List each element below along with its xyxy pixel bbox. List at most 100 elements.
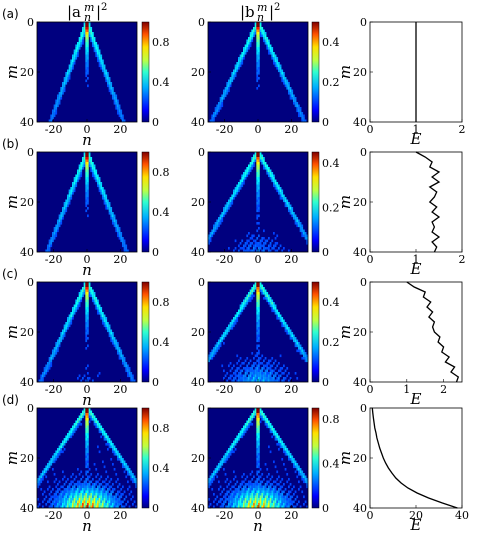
x-tick-label: -20 <box>45 123 63 136</box>
heatmap-cell <box>125 468 128 471</box>
heatmap-cell <box>258 202 260 205</box>
heatmap-cell <box>214 114 217 118</box>
heatmap-cell <box>97 445 99 449</box>
heatmap-cell <box>266 490 269 494</box>
heatmap-cell <box>251 372 254 375</box>
heatmap-cell <box>249 242 252 245</box>
heatmap-cell <box>57 227 59 230</box>
y-tick-label: 20 <box>191 326 205 339</box>
heatmap-cell <box>259 503 262 506</box>
heatmap-cell <box>263 478 265 481</box>
heatmap-cell <box>281 503 284 506</box>
heatmap-cell <box>256 302 259 305</box>
heatmap-cell <box>57 339 59 343</box>
heatmap-cell <box>50 119 53 123</box>
heatmap-cell <box>231 493 234 496</box>
heatmap-cell <box>219 222 222 225</box>
heatmap-cell <box>77 425 79 429</box>
heatmap-cell <box>128 473 131 476</box>
heatmap-cell <box>115 229 118 233</box>
heatmap-cell <box>236 312 239 315</box>
heatmap-cell <box>304 480 307 484</box>
heatmap-cell <box>273 498 275 501</box>
heatmap-cell <box>279 503 282 506</box>
heatmap-cell <box>256 493 259 496</box>
heatmap-cell <box>256 369 259 373</box>
heatmap-cell <box>87 64 89 68</box>
heatmap-cell <box>233 377 235 380</box>
heatmap-cell <box>87 67 89 70</box>
heatmap-cell <box>85 169 88 173</box>
heatmap-cell <box>102 433 104 436</box>
heatmap-cell <box>298 465 300 469</box>
heatmap-cell <box>226 453 229 456</box>
heatmap-cell <box>246 425 249 429</box>
heatmap-cell <box>256 379 259 383</box>
heatmap-cell <box>112 498 114 501</box>
heatmap-cell <box>256 339 259 343</box>
heatmap-cell <box>239 433 242 436</box>
heatmap-cell <box>279 443 282 446</box>
heatmap-cell <box>43 470 46 474</box>
heatmap-cell <box>281 379 284 383</box>
heatmap-cell <box>214 347 217 350</box>
heatmap-cell <box>256 282 259 285</box>
heatmap-cell <box>266 169 269 173</box>
colorbar-tick-label: 0.4 <box>322 157 340 170</box>
heatmap-cell <box>95 52 98 55</box>
heatmap-cell <box>224 458 227 461</box>
heatmap-cell <box>53 493 56 496</box>
heatmap-cell <box>107 202 109 205</box>
heatmap-cell <box>254 374 257 378</box>
heatmap-cell <box>273 430 275 434</box>
heatmap-cell <box>274 485 277 489</box>
heatmap-cell <box>258 284 260 288</box>
heatmap-cell <box>100 312 103 315</box>
heatmap-cell <box>268 52 270 55</box>
heatmap-cell <box>115 102 118 105</box>
heatmap-cell <box>233 498 235 501</box>
heatmap-cell <box>107 490 109 494</box>
heatmap-cell <box>268 247 270 250</box>
heatmap-cell <box>53 109 56 113</box>
heatmap-cell <box>87 453 89 456</box>
heatmap-cell <box>273 62 275 65</box>
heatmap-cell <box>244 359 247 363</box>
heatmap-cell <box>279 72 282 75</box>
heatmap-cell <box>123 359 126 363</box>
heatmap-cell <box>271 505 274 509</box>
heatmap-cell <box>58 505 61 509</box>
heatmap-cell <box>53 104 56 108</box>
heatmap-cell <box>85 423 88 426</box>
heatmap-cell <box>218 488 220 491</box>
x-tick-label: 2 <box>459 123 466 136</box>
heatmap-cell <box>112 443 114 446</box>
heatmap-cell <box>97 174 99 178</box>
heatmap-cell <box>253 490 255 494</box>
heatmap-cell <box>294 339 297 343</box>
heatmap-cell <box>256 309 259 313</box>
heatmap-cell <box>258 339 260 343</box>
heatmap-cell <box>93 490 96 494</box>
heatmap-cell <box>258 42 260 45</box>
heatmap-cell <box>258 448 260 451</box>
heatmap-cell <box>219 97 222 100</box>
heatmap-cell <box>273 505 275 509</box>
heatmap-cell <box>258 64 260 68</box>
heatmap-cell <box>258 242 260 245</box>
heatmap-cell <box>42 379 44 383</box>
heatmap-cell <box>244 377 247 380</box>
heatmap-cell <box>87 470 89 474</box>
heatmap-cell <box>105 478 108 481</box>
heatmap-cell <box>256 162 259 165</box>
heatmap-cell <box>289 204 292 208</box>
heatmap-cell <box>304 359 307 363</box>
heatmap-cell <box>97 374 99 378</box>
heatmap-cell <box>249 473 252 476</box>
heatmap-cell <box>228 495 230 499</box>
heatmap-cell <box>73 309 76 313</box>
heatmap-cell <box>216 104 219 108</box>
heatmap-cell <box>256 189 259 193</box>
heatmap-cell <box>62 84 64 88</box>
heatmap-cell <box>249 292 252 295</box>
